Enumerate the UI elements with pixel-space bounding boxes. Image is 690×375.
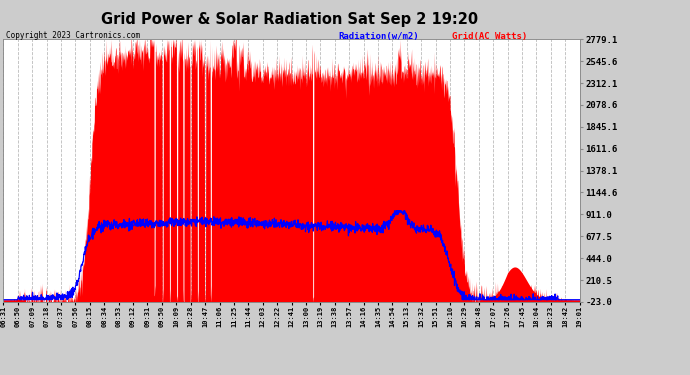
Text: Grid(AC Watts): Grid(AC Watts) (452, 32, 527, 40)
Text: Grid Power & Solar Radiation Sat Sep 2 19:20: Grid Power & Solar Radiation Sat Sep 2 1… (101, 12, 478, 27)
Text: Copyright 2023 Cartronics.com: Copyright 2023 Cartronics.com (6, 32, 139, 40)
Text: Radiation(w/m2): Radiation(w/m2) (338, 32, 419, 40)
